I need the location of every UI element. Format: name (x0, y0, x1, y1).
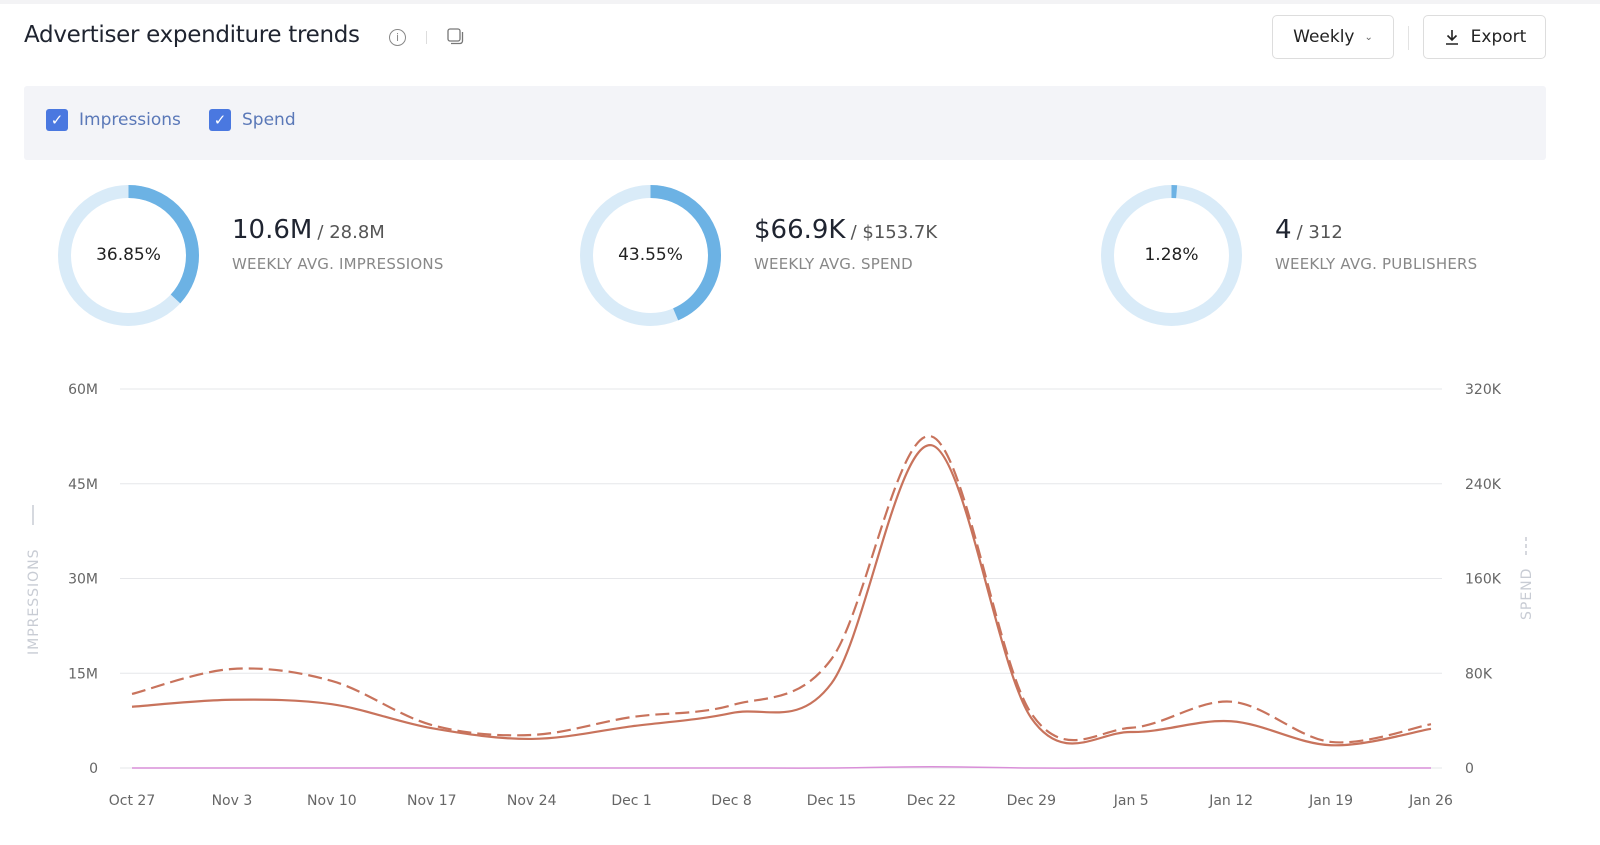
period-label: Weekly (1293, 27, 1355, 47)
x-tick-label: Dec 22 (907, 793, 956, 809)
divider (426, 31, 427, 44)
x-tick-label: Jan 19 (1308, 793, 1353, 809)
x-tick-label: Nov 24 (507, 793, 557, 809)
donut-progress (58, 185, 199, 326)
kpi-total: / $153.7K (850, 222, 938, 243)
checkmark-icon: ✓ (46, 109, 68, 131)
x-tick-label: Nov 3 (212, 793, 253, 809)
y-tick-label: 30M (68, 572, 98, 588)
impressions-series-line (131, 444, 1432, 747)
y2-tick-label: 0 (1465, 761, 1474, 777)
divider (1408, 26, 1409, 50)
chevron-down-icon: ⌄ (1364, 31, 1373, 43)
spend-series-line (131, 435, 1432, 744)
x-tick-label: Jan 5 (1113, 793, 1149, 809)
kpi-label: WEEKLY AVG. PUBLISHERS (1275, 255, 1478, 273)
page-title: Advertiser expenditure trends (24, 22, 360, 48)
export-label: Export (1470, 27, 1527, 47)
donut-chart (1101, 185, 1242, 326)
y-axis-title: IMPRESSIONS (26, 548, 42, 655)
donut-chart (58, 185, 199, 326)
donut-percent: 43.55% (618, 245, 683, 265)
impressions-label: Impressions (79, 110, 181, 130)
y-tick-label: 60M (68, 382, 98, 398)
y2-tick-label: 80K (1465, 666, 1493, 682)
export-button[interactable]: Export (1423, 15, 1546, 59)
series-legend: ✓ Impressions ✓ Spend (24, 86, 1546, 160)
spend-label: Spend (242, 110, 296, 130)
x-tick-label: Dec 1 (611, 793, 651, 809)
top-border (0, 0, 1600, 4)
kpi-label: WEEKLY AVG. SPEND (754, 255, 913, 273)
donut-chart (580, 185, 721, 326)
x-tick-label: Oct 27 (109, 793, 155, 809)
period-dropdown[interactable]: Weekly ⌄ (1272, 15, 1394, 59)
checkmark-icon: ✓ (209, 109, 231, 131)
impressions-checkbox[interactable]: ✓ Impressions (46, 109, 181, 131)
donut-percent: 1.28% (1144, 245, 1199, 265)
y-tick-label: 15M (68, 666, 98, 682)
copy-icon[interactable] (447, 28, 464, 45)
info-icon[interactable]: i (389, 29, 406, 46)
kpi-total: / 312 (1296, 222, 1343, 243)
x-tick-label: Jan 26 (1408, 793, 1453, 809)
y2-axis-title: SPEND (1519, 568, 1535, 620)
y2-tick-label: 160K (1465, 572, 1502, 588)
x-tick-label: Jan 12 (1208, 793, 1253, 809)
x-tick-label: Nov 10 (307, 793, 357, 809)
baseline-series-line (131, 765, 1431, 769)
y-tick-label: 45M (68, 477, 98, 493)
y-tick-label: 0 (89, 761, 98, 777)
x-tick-label: Nov 17 (407, 793, 457, 809)
spend-checkbox[interactable]: ✓ Spend (209, 109, 296, 131)
donut-percent: 36.85% (96, 245, 161, 265)
x-tick-label: Dec 8 (711, 793, 751, 809)
kpi-label: WEEKLY AVG. IMPRESSIONS (232, 255, 444, 273)
donut-progress (1101, 185, 1242, 326)
x-tick-label: Dec 15 (807, 793, 856, 809)
kpi-value: $66.9K (754, 215, 846, 245)
kpi-value: 4 (1275, 215, 1292, 245)
y2-tick-label: 240K (1465, 477, 1502, 493)
download-icon (1445, 30, 1458, 45)
y2-tick-label: 320K (1465, 382, 1502, 398)
kpi-value: 10.6M (232, 215, 313, 245)
kpi-total: / 28.8M (317, 222, 385, 243)
x-tick-label: Dec 29 (1007, 793, 1056, 809)
donut-progress (580, 185, 721, 326)
